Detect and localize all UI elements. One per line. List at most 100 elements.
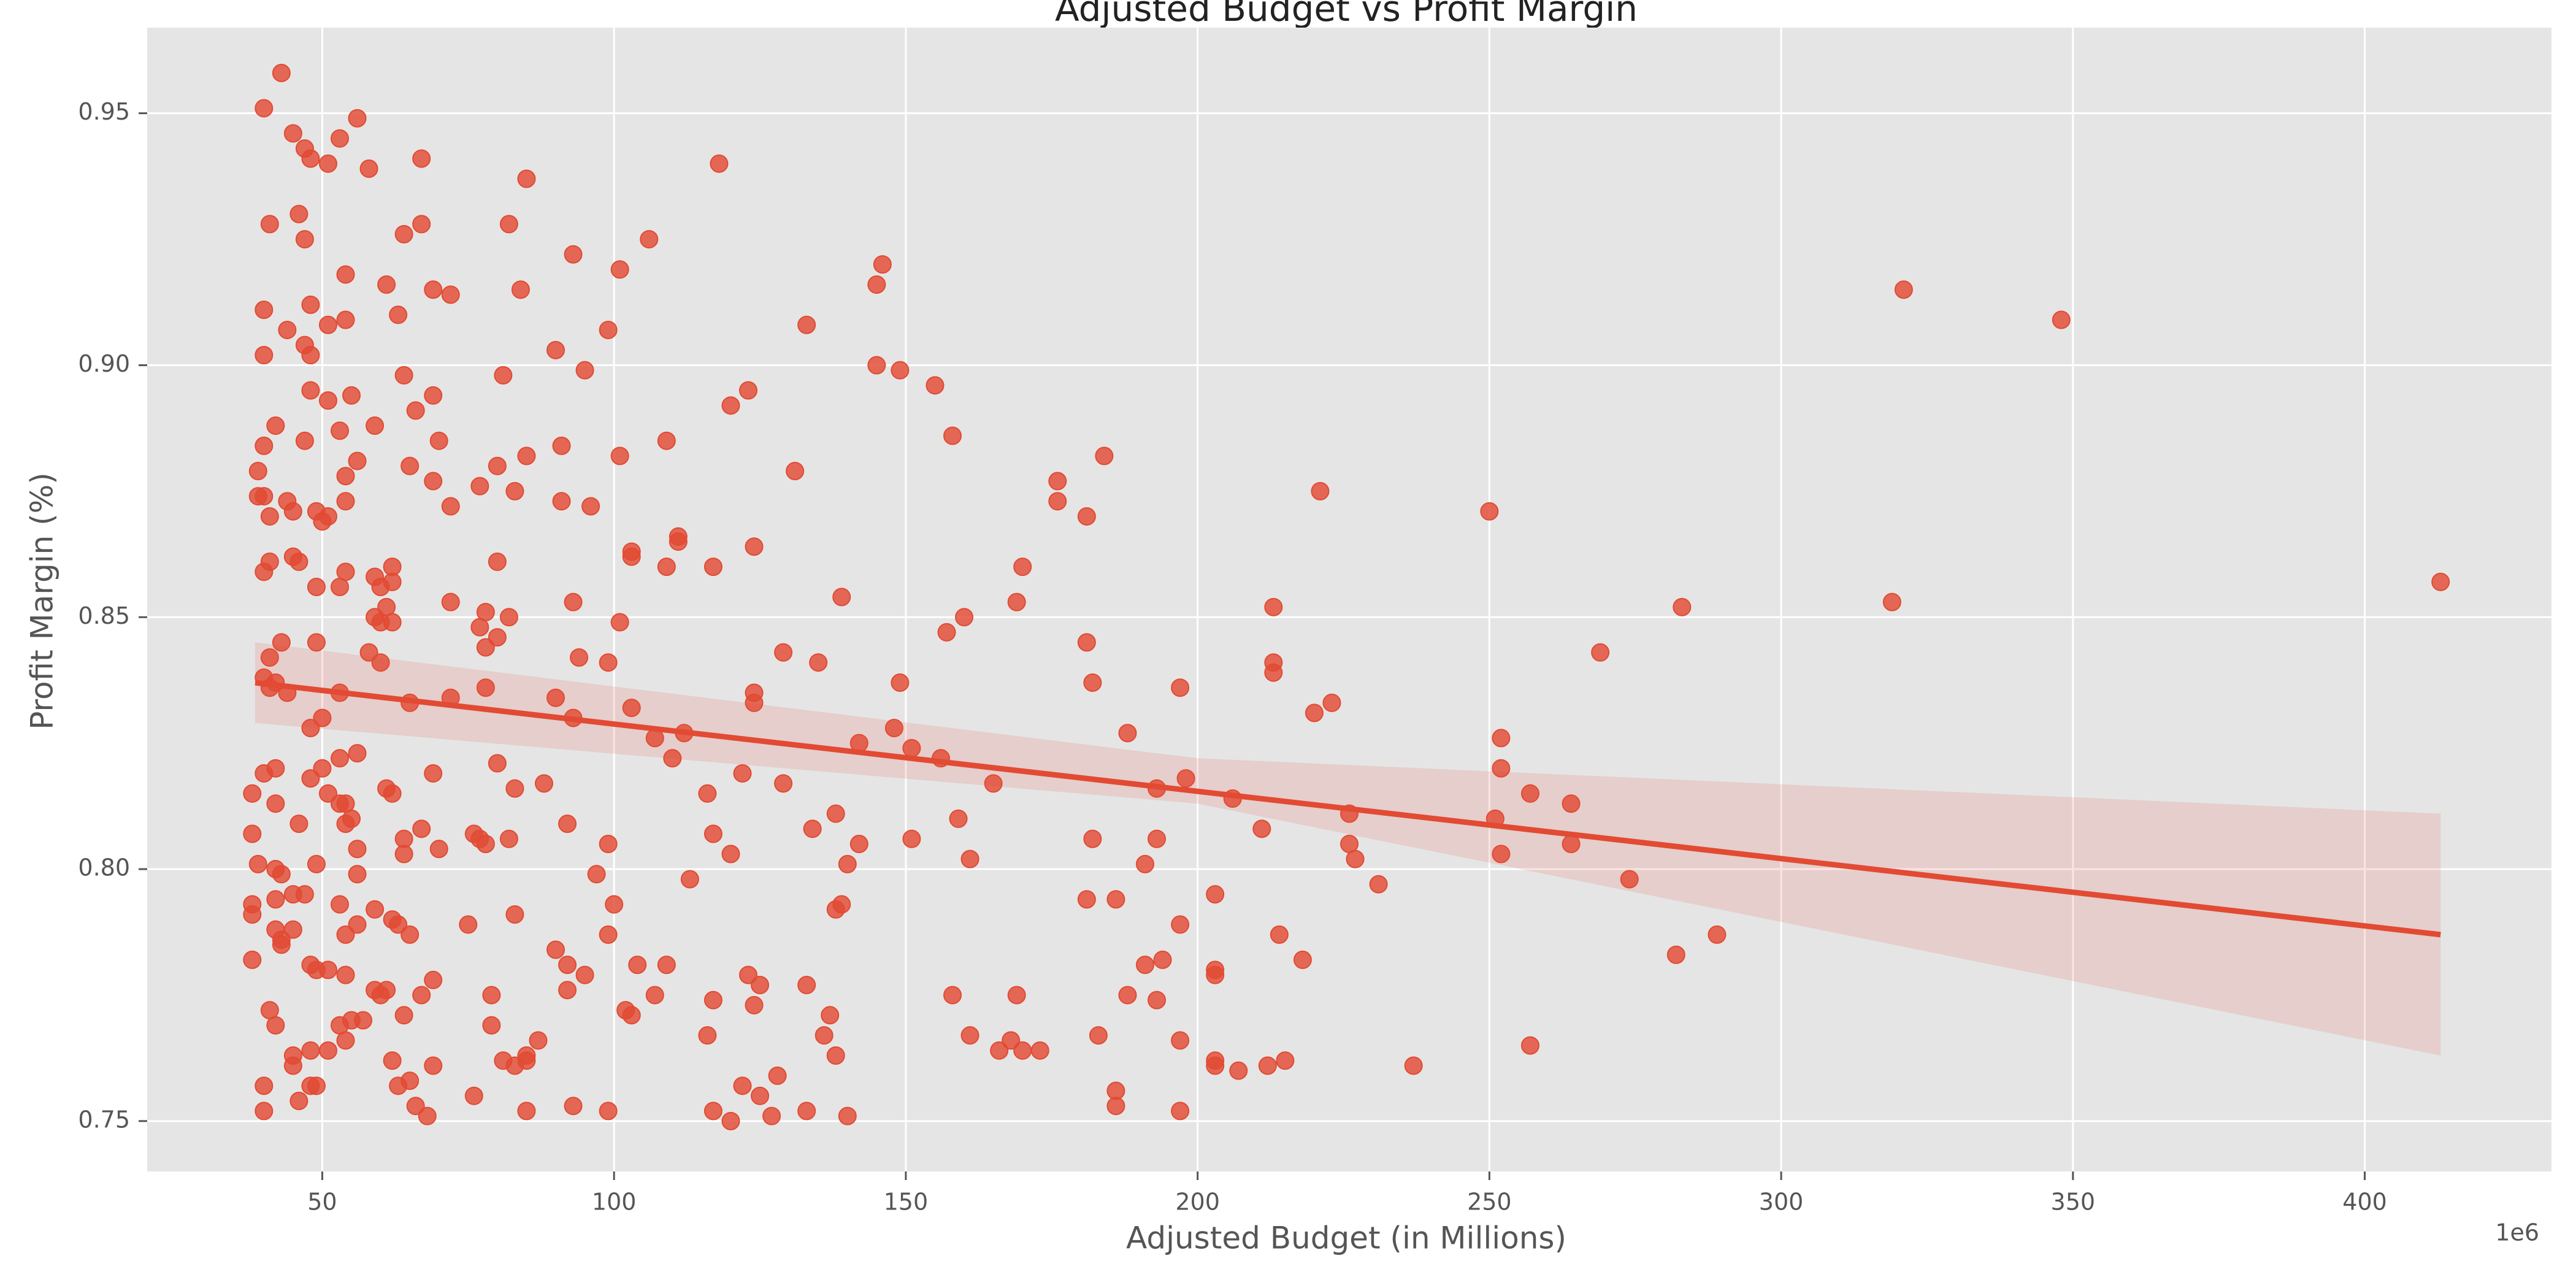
scatter-point — [902, 829, 921, 848]
scatter-point — [494, 366, 513, 385]
scatter-point — [610, 613, 629, 632]
scatter-point — [307, 577, 326, 596]
scatter-point — [517, 1102, 536, 1121]
scatter-point — [826, 1046, 845, 1065]
scatter-point — [441, 592, 460, 611]
scatter-point — [739, 965, 757, 984]
scatter-point — [815, 1026, 834, 1045]
x-tick-label: 400 — [2342, 1189, 2387, 1216]
scatter-point — [301, 295, 320, 314]
scatter-point — [867, 356, 886, 375]
scatter-point — [1293, 950, 1312, 969]
scatter-point — [867, 275, 886, 294]
scatter-point — [354, 1011, 373, 1030]
scatter-point — [255, 562, 274, 581]
scatter-point — [289, 204, 309, 223]
scatter-point — [377, 275, 396, 294]
scatter-point — [248, 461, 267, 480]
scatter-point — [1620, 870, 1639, 889]
scatter-point — [260, 507, 279, 526]
scatter-point — [389, 915, 408, 934]
scatter-point — [1591, 643, 1610, 662]
scatter-point — [797, 976, 816, 995]
scatter-point — [301, 1041, 320, 1060]
scatter-point — [1258, 1056, 1277, 1075]
scatter-point — [412, 149, 431, 168]
scatter-point — [336, 815, 355, 834]
scatter-point — [266, 416, 285, 435]
scatter-point — [1007, 986, 1026, 1005]
scatter-point — [1492, 759, 1511, 778]
scatter-point — [1030, 1041, 1049, 1060]
scatter-point — [1171, 915, 1190, 934]
scatter-point — [826, 804, 845, 823]
x-tick-label: 300 — [1759, 1189, 1804, 1216]
scatter-point — [721, 1111, 740, 1130]
scatter-point — [307, 1076, 326, 1095]
scatter-point — [1048, 472, 1067, 491]
scatter-point — [424, 472, 443, 491]
x-axis-ticks: 50 100 150 200 250 300 350 400 — [307, 1171, 2387, 1216]
scatter-point — [307, 854, 326, 873]
scatter-point — [348, 109, 367, 128]
y-tick-label: 0.90 — [78, 350, 130, 377]
scatter-point — [482, 1016, 501, 1035]
scatter-point — [255, 301, 274, 320]
scatter-point — [348, 915, 367, 934]
scatter-point — [243, 784, 262, 803]
scatter-point — [255, 346, 274, 365]
scatter-point — [838, 1106, 857, 1125]
scatter-point — [401, 456, 420, 475]
scatter-point — [418, 1106, 437, 1125]
scatter-point — [301, 381, 320, 400]
scatter-point — [336, 467, 355, 486]
scatter-point — [459, 915, 478, 934]
scatter-point — [546, 688, 565, 707]
scatter-point — [243, 950, 262, 969]
scatter-point — [832, 588, 851, 607]
scatter-point — [318, 391, 337, 410]
scatter-point — [283, 502, 302, 521]
scatter-point — [295, 230, 314, 249]
scatter-point — [348, 744, 367, 763]
scatter-point — [891, 361, 910, 380]
scatter-point — [564, 592, 583, 611]
scatter-point — [733, 764, 752, 783]
scatter-point — [336, 925, 355, 944]
scatter-point — [499, 215, 518, 234]
scatter-point — [313, 708, 332, 727]
grid-lines — [147, 28, 2551, 1171]
scatter-point — [429, 840, 448, 859]
y-axis-ticks: 0.75 0.80 0.85 0.90 0.95 — [78, 98, 147, 1133]
scatter-point — [366, 416, 385, 435]
scatter-point — [301, 719, 320, 738]
scatter-point — [394, 366, 413, 385]
y-tick-label: 0.75 — [78, 1106, 130, 1133]
scatter-point — [745, 537, 764, 556]
scatter-point — [470, 477, 489, 496]
scatter-point — [383, 613, 402, 632]
scatter-point — [394, 224, 413, 243]
scatter-point — [359, 643, 378, 662]
scatter-point — [488, 754, 507, 773]
scatter-point — [1083, 673, 1102, 692]
scatter-point — [517, 447, 536, 466]
scatter-point — [255, 1076, 274, 1095]
scatter-point — [1118, 724, 1137, 743]
scatter-point — [564, 245, 583, 264]
scatter-point — [470, 618, 489, 637]
scatter-point — [401, 925, 420, 944]
scatter-point — [599, 925, 618, 944]
scatter-point — [260, 648, 279, 667]
scatter-point — [318, 315, 337, 334]
scatter-point — [826, 900, 845, 919]
scatter-point — [891, 673, 910, 692]
scatter-point — [488, 628, 507, 647]
scatter-point — [266, 794, 285, 813]
scatter-point — [505, 481, 524, 500]
scatter-point — [255, 487, 274, 506]
scatter-point — [243, 824, 262, 843]
scatter-point — [669, 532, 688, 551]
scatter-point — [529, 1031, 548, 1050]
scatter-point — [599, 653, 618, 672]
